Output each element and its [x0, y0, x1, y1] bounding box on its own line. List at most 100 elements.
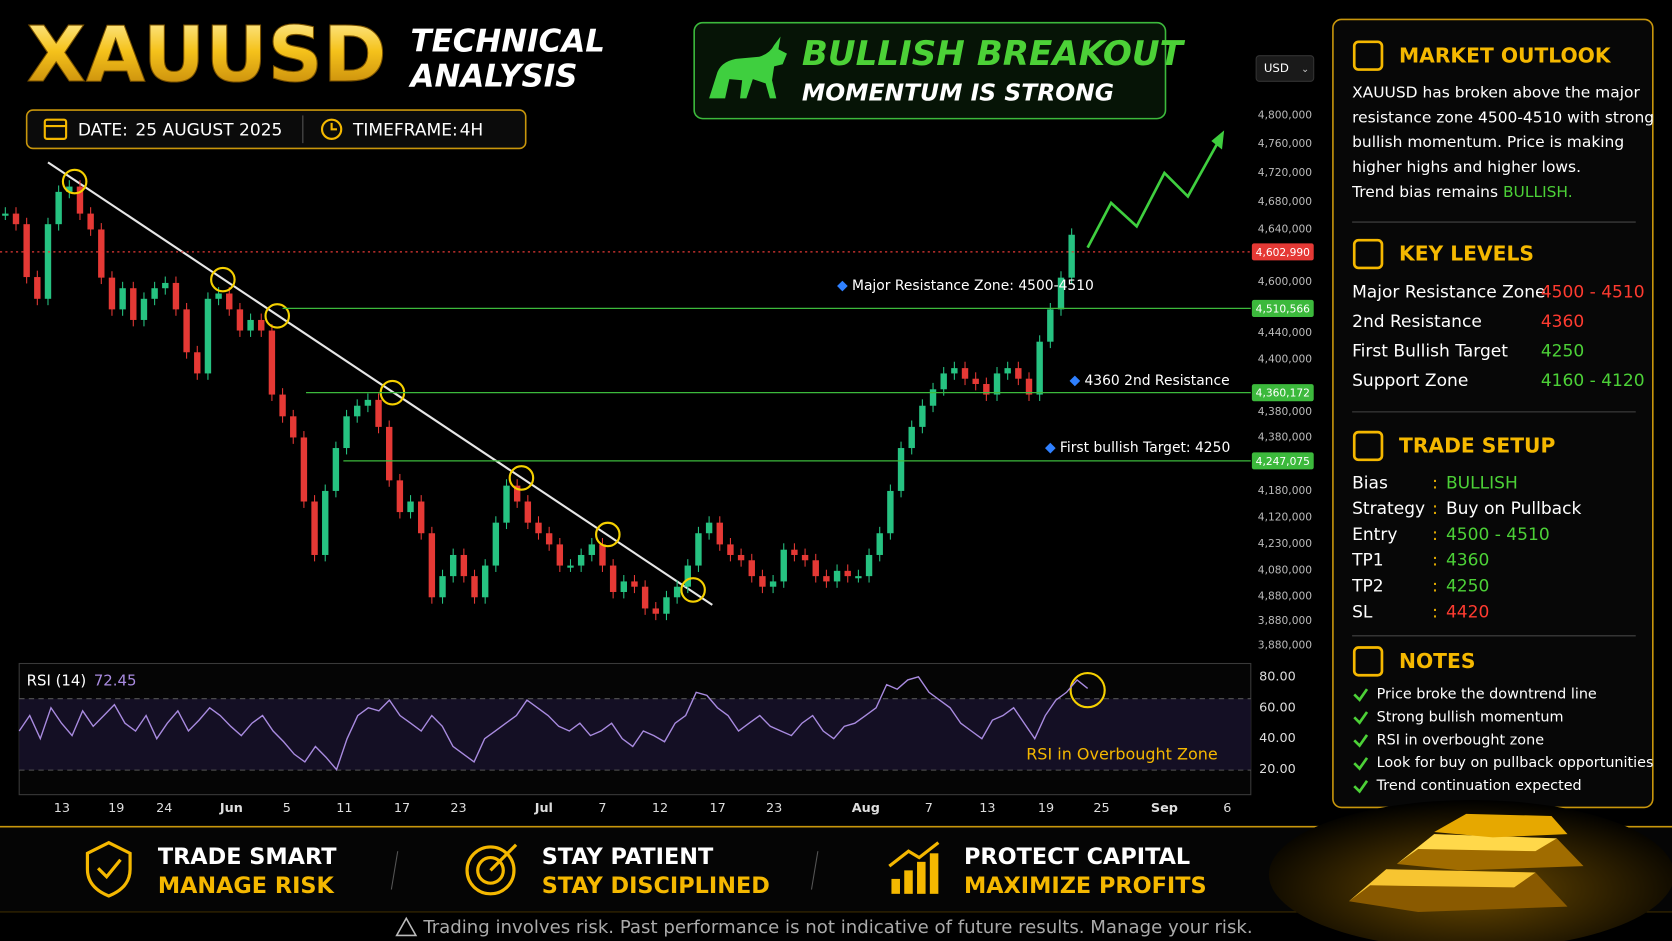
candle: [929, 389, 937, 406]
price-axis-label: 4,720,000: [1258, 166, 1312, 179]
level-name: Major Resistance Zone: [1352, 282, 1545, 302]
outlook-text: Trend bias remains BULLISH.: [1351, 183, 1573, 201]
level-tag-label: 4,247,075: [1256, 455, 1310, 468]
price-axis-label: 4,880,000: [1258, 589, 1312, 602]
touch-circle: [264, 303, 291, 329]
price-axis-label: 4,600,000: [1258, 275, 1312, 288]
candle: [172, 282, 180, 310]
level-value: 4500 - 4510: [1541, 282, 1645, 302]
target-icon: [489, 843, 518, 872]
growth-bar: [904, 870, 913, 894]
price-axis-label: 4,380,000: [1258, 430, 1312, 443]
footer-title: PROTECT CAPITAL: [964, 844, 1190, 870]
date-label: 7: [598, 801, 606, 816]
candle: [631, 581, 638, 587]
setup-separator: :: [1432, 473, 1438, 493]
price-axis-label: 3,880,000: [1258, 614, 1312, 627]
candle: [599, 544, 606, 566]
candle: [1068, 234, 1075, 278]
growth-icon: [888, 841, 940, 894]
level-tag: [1251, 452, 1314, 470]
target-icon: [476, 855, 505, 885]
disclaimer: Trading involves risk. Past performance …: [422, 917, 1252, 938]
candle: [748, 560, 755, 577]
check-icon: [1353, 780, 1369, 794]
candle: [140, 298, 148, 320]
setup-name: Bias: [1352, 473, 1388, 493]
candle: [34, 277, 41, 299]
footer-subtitle: MANAGE RISK: [158, 873, 336, 899]
footer-subtitle: STAY DISCIPLINED: [542, 873, 770, 899]
candle: [865, 554, 873, 577]
rsi-annotation: RSI in Overbought Zone: [1026, 745, 1218, 764]
candle: [471, 576, 478, 598]
warning-icon: [395, 916, 418, 937]
candle: [364, 399, 372, 406]
divider: [810, 851, 819, 890]
candle: [940, 373, 947, 390]
candle: [407, 501, 414, 513]
projection-arrow: [1086, 138, 1222, 249]
gold-bars: [1348, 813, 1584, 912]
clock-icon: [330, 122, 337, 131]
level-tag: [1251, 299, 1314, 317]
projection-arrow-head: [1211, 130, 1225, 150]
candle: [2, 213, 9, 216]
rsi-last-value: 72.45: [94, 672, 137, 690]
candle: [812, 560, 819, 577]
price-axis-label: 4,800,000: [1258, 108, 1312, 121]
price-axis-label: 4,180,000: [1258, 484, 1312, 497]
candle: [1036, 341, 1043, 395]
setup-separator: :: [1432, 577, 1438, 597]
candle: [311, 501, 318, 555]
outlook-text: higher highs and higher lows.: [1352, 158, 1581, 176]
candle: [418, 501, 425, 534]
footer-title: STAY PATIENT: [542, 844, 714, 870]
section-icon: [1352, 238, 1384, 270]
section-title: KEY LEVELS: [1399, 242, 1534, 266]
candle: [876, 533, 883, 555]
candle: [258, 319, 265, 331]
currency-box[interactable]: [1255, 55, 1315, 82]
footer-subtitle: MAXIMIZE PROFITS: [964, 873, 1207, 899]
outlook-text: Trend bias remains: [1351, 183, 1503, 201]
bull-icon: [709, 36, 787, 99]
candle: [759, 576, 766, 587]
check-icon: [1353, 688, 1369, 702]
setup-name: SL: [1352, 602, 1373, 622]
candle: [354, 405, 361, 417]
candle: [727, 544, 734, 555]
candle: [556, 544, 564, 566]
candle: [545, 533, 553, 545]
growth-line: [888, 841, 940, 868]
date-label: 19: [108, 801, 124, 816]
candle: [897, 448, 905, 491]
setup-value: 4250: [1446, 577, 1489, 597]
setup-name: Strategy: [1352, 499, 1425, 519]
date-label: 6: [1223, 801, 1231, 816]
annotation: First bullish Target: 4250: [1060, 440, 1230, 456]
candle: [460, 554, 468, 577]
candle: [343, 416, 350, 449]
annotation: Major Resistance Zone: 4500-4510: [852, 278, 1094, 294]
rsi-line: [18, 676, 1089, 771]
subtitle: ANALYSIS: [409, 59, 578, 95]
date-label: 24: [156, 801, 172, 816]
section-icon: [1352, 40, 1384, 71]
candle: [183, 309, 190, 353]
candle: [87, 213, 94, 230]
candle: [641, 586, 649, 609]
candle: [705, 522, 713, 534]
candle: [524, 501, 532, 523]
info-box: [25, 109, 527, 150]
date-label: 17: [394, 801, 410, 816]
calendar-icon: [43, 118, 68, 140]
candle: [386, 426, 393, 481]
gold-glow: [1268, 800, 1672, 941]
candle: [215, 293, 222, 299]
touch-circle: [61, 168, 88, 195]
growth-bar: [891, 878, 900, 894]
candle: [695, 533, 702, 566]
date-label: 23: [766, 801, 782, 816]
